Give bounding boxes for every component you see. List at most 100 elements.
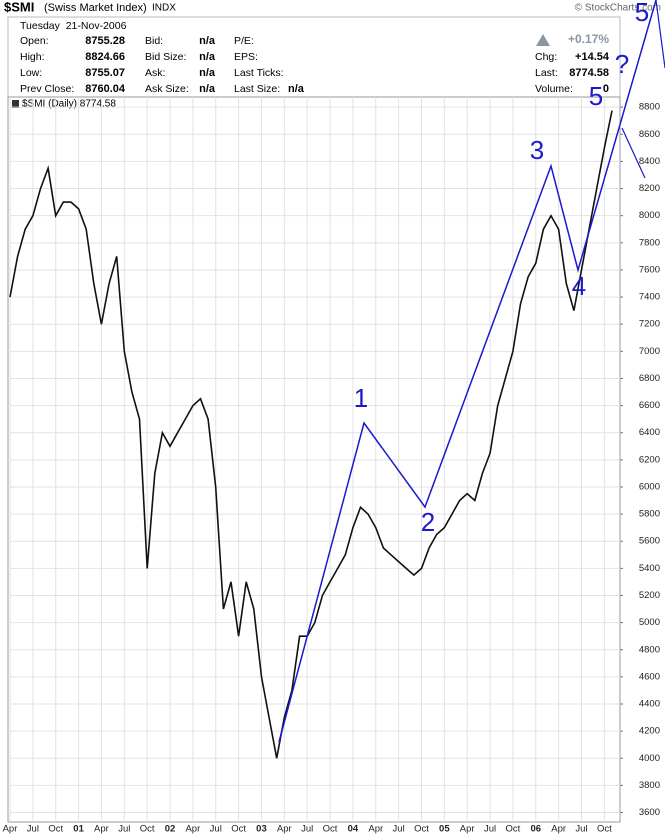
wave-label: 5 [589, 81, 603, 111]
y-tick-label: 7600 [639, 264, 660, 275]
wave-label: 5 [635, 0, 649, 27]
quote-label: EPS: [234, 51, 258, 63]
legend: $SMI (Daily) 8774.58 [22, 99, 116, 110]
wave-label: 2 [421, 507, 435, 537]
quote-panel [7, 16, 621, 98]
y-tick-label: 4000 [639, 753, 660, 764]
y-tick-label: 6800 [639, 373, 660, 384]
wave-label: 1 [354, 383, 368, 413]
y-tick-label: 6200 [639, 454, 660, 465]
wave-line [278, 0, 657, 743]
y-tick-label: 8400 [639, 156, 660, 167]
x-tick-label: Oct [323, 824, 338, 835]
quote-label: Last Ticks: [234, 67, 284, 79]
quote-value: n/a [199, 51, 216, 63]
x-tick-label: Jul [118, 824, 130, 835]
symbol: $SMI [4, 0, 34, 14]
quote-label: Chg: [535, 51, 557, 63]
x-tick-label: Apr [460, 824, 475, 835]
x-tick-label: Oct [140, 824, 155, 835]
change-pct: +0.17% [568, 32, 609, 46]
x-tick-label: Oct [506, 824, 521, 835]
x-tick-label: 03 [256, 824, 267, 835]
y-tick-label: 5000 [639, 617, 660, 628]
y-tick-label: 5600 [639, 536, 660, 547]
x-tick-label: Oct [48, 824, 63, 835]
x-tick-label: Jul [575, 824, 587, 835]
y-tick-label: 7000 [639, 346, 660, 357]
x-tick-label: Oct [231, 824, 246, 835]
x-tick-label: Apr [551, 824, 566, 835]
y-tick-label: 6000 [639, 481, 660, 492]
y-tick-label: 4600 [639, 671, 660, 682]
quote-label: Low: [20, 67, 42, 79]
quote-label: Open: [20, 35, 49, 47]
quote-value: n/a [199, 35, 216, 47]
wave-label: 3 [530, 135, 544, 165]
quote-value: 0 [603, 83, 609, 95]
y-tick-label: 7200 [639, 319, 660, 330]
quote-value: 8760.04 [85, 83, 126, 95]
y-tick-label: 3600 [639, 807, 660, 818]
x-tick-label: 04 [348, 824, 359, 835]
x-tick-label: Apr [277, 824, 292, 835]
y-tick-label: 4400 [639, 699, 660, 710]
x-tick-label: Jul [301, 824, 313, 835]
x-tick-label: Jul [393, 824, 405, 835]
x-tick-label: Oct [414, 824, 429, 835]
quote-label: Volume: [535, 83, 573, 95]
exchange: INDX [152, 3, 176, 14]
x-tick-label: 01 [73, 824, 84, 835]
quote-value: 8755.07 [85, 67, 125, 79]
y-tick-label: 6400 [639, 427, 660, 438]
wave-line [655, 0, 665, 69]
y-tick-label: 5200 [639, 590, 660, 601]
quote-label: Ask: [145, 67, 165, 79]
y-tick-label: 6600 [639, 400, 660, 411]
index-name: (Swiss Market Index) [44, 2, 147, 14]
wave-label: ? [615, 49, 629, 79]
quote-value: n/a [199, 67, 216, 79]
wave-line [621, 127, 646, 179]
quote-value: +14.54 [575, 51, 610, 63]
y-tick-label: 7400 [639, 292, 660, 303]
x-tick-label: Jul [27, 824, 39, 835]
legend-icon [12, 100, 19, 108]
quote-label: High: [20, 51, 45, 63]
y-tick-label: 5400 [639, 563, 660, 574]
quote-label: Bid: [145, 35, 163, 47]
y-tick-label: 4200 [639, 726, 660, 737]
x-tick-label: Oct [597, 824, 612, 835]
x-tick-label: Jul [210, 824, 222, 835]
quote-value: n/a [199, 83, 216, 95]
quote-label: P/E: [234, 35, 254, 47]
x-tick-label: 05 [439, 824, 450, 835]
x-tick-label: Apr [94, 824, 109, 835]
quote-label: Ask Size: [145, 83, 189, 95]
y-tick-label: 3800 [639, 780, 660, 791]
y-tick-label: 4800 [639, 644, 660, 655]
wave-label: 4 [572, 271, 586, 301]
credit: © StockCharts.com [575, 3, 661, 14]
x-tick-label: Apr [368, 824, 383, 835]
y-tick-label: 8200 [639, 183, 660, 194]
price-line [9, 110, 613, 759]
x-tick-label: Jul [484, 824, 496, 835]
plot-layer [8, 97, 620, 822]
y-tick-label: 8800 [639, 102, 660, 113]
up-arrow [536, 34, 550, 46]
quote-label: Prev Close: [20, 83, 74, 95]
quote-value: 8824.66 [85, 51, 125, 63]
x-tick-label: Apr [3, 824, 18, 835]
y-tick-label: 8600 [639, 129, 660, 140]
quote-value: 8774.58 [569, 67, 609, 79]
quote-label: Bid Size: [145, 51, 186, 63]
x-tick-label: 02 [165, 824, 176, 835]
x-tick-label: 06 [530, 824, 541, 835]
quote-date: Tuesday 21-Nov-2006 [20, 20, 127, 32]
quote-value: n/a [288, 83, 305, 95]
quote-label: Last: [535, 67, 558, 79]
y-tick-label: 7800 [639, 237, 660, 248]
y-tick-label: 5800 [639, 509, 660, 520]
